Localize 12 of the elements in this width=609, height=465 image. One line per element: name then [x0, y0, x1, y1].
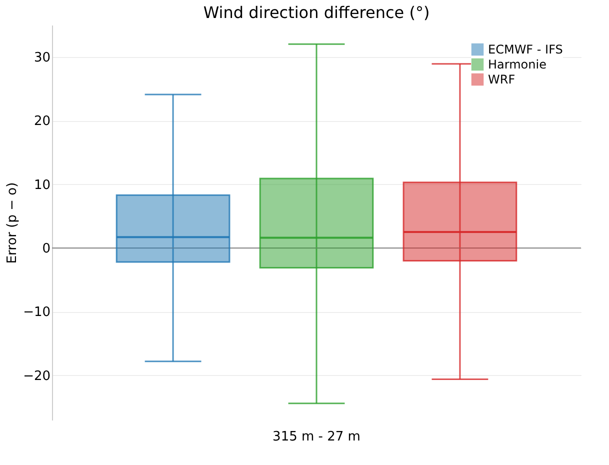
y-tick-label: 20 — [34, 114, 50, 130]
y-tick-label: 30 — [34, 50, 50, 66]
y-tick-label: −10 — [23, 305, 50, 320]
chart-title: Wind direction difference (°) — [203, 3, 430, 22]
y-tick-label: 10 — [34, 178, 50, 193]
x-tick-label: 315 m - 27 m — [272, 430, 360, 444]
legend-label: ECMWF - IFS — [488, 42, 563, 56]
legend-label: Harmonie — [488, 58, 546, 72]
legend-label: WRF — [488, 72, 516, 86]
y-axis-title: Error (p − o) — [5, 182, 20, 264]
y-tick-label: 0 — [42, 241, 50, 256]
y-tick-label: −20 — [23, 368, 50, 384]
